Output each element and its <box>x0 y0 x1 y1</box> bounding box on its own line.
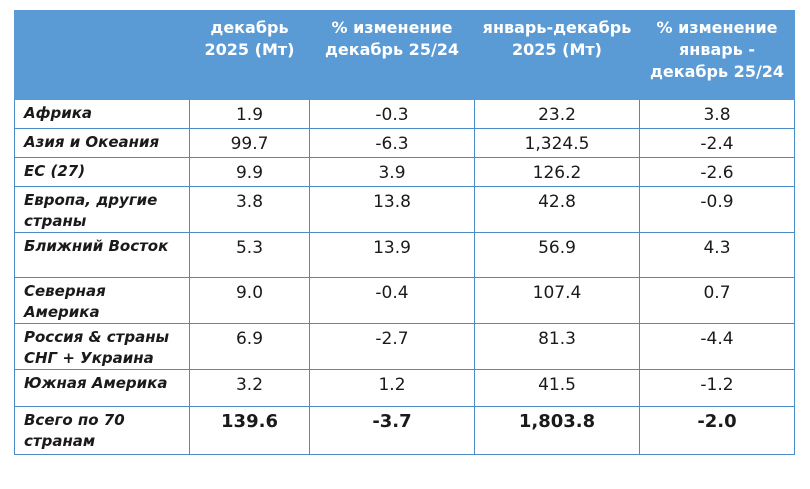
ytd-value: 126.2 <box>474 157 640 187</box>
header-december: декабрь 2025 (Мт) <box>189 10 310 100</box>
region-cell: Россия & страны СНГ + Украина <box>14 323 190 370</box>
region-cell: Северная Америка <box>14 277 190 324</box>
december-change: -0.3 <box>309 99 475 129</box>
ytd-change: -2.6 <box>639 157 795 187</box>
region-cell: Азия и Океания <box>14 128 190 158</box>
december-change: -2.7 <box>309 323 475 370</box>
table-row: Европа, другие страны 3.8 13.8 42.8 -0.9 <box>14 186 795 233</box>
december-change: 1.2 <box>309 369 475 407</box>
december-value: 3.2 <box>189 369 310 407</box>
table-row: Азия и Океания 99.7 -6.3 1,324.5 -2.4 <box>14 128 795 158</box>
header-december-change: % изменение декабрь 25/24 <box>309 10 475 100</box>
region-cell: Ближний Восток <box>14 232 190 278</box>
ytd-change: 4.3 <box>639 232 795 278</box>
table-row: Африка 1.9 -0.3 23.2 3.8 <box>14 99 795 129</box>
header-region <box>14 10 190 100</box>
ytd-change: -2.4 <box>639 128 795 158</box>
steel-production-table: декабрь 2025 (Мт) % изменение декабрь 25… <box>14 10 795 455</box>
ytd-value: 1,324.5 <box>474 128 640 158</box>
december-change: 3.9 <box>309 157 475 187</box>
table-row: ЕС (27) 9.9 3.9 126.2 -2.6 <box>14 157 795 187</box>
ytd-value: 42.8 <box>474 186 640 233</box>
december-value: 5.3 <box>189 232 310 278</box>
ytd-change: 3.8 <box>639 99 795 129</box>
header-jan-dec: январь-декабрь 2025 (Мт) <box>474 10 640 100</box>
header-row: декабрь 2025 (Мт) % изменение декабрь 25… <box>14 10 795 100</box>
header-jan-dec-change: % изменение январь - декабрь 25/24 <box>639 10 795 100</box>
december-value: 1.9 <box>189 99 310 129</box>
december-value: 3.8 <box>189 186 310 233</box>
region-cell: Европа, другие страны <box>14 186 190 233</box>
total-december-change: -3.7 <box>309 406 475 455</box>
december-change: 13.8 <box>309 186 475 233</box>
total-december-value: 139.6 <box>189 406 310 455</box>
region-cell: Африка <box>14 99 190 129</box>
region-cell: Южная Америка <box>14 369 190 407</box>
ytd-value: 41.5 <box>474 369 640 407</box>
ytd-change: -0.9 <box>639 186 795 233</box>
table-row: Россия & страны СНГ + Украина 6.9 -2.7 8… <box>14 323 795 370</box>
table-row: Южная Америка 3.2 1.2 41.5 -1.2 <box>14 369 795 407</box>
region-cell: ЕС (27) <box>14 157 190 187</box>
ytd-change: -1.2 <box>639 369 795 407</box>
december-change: 13.9 <box>309 232 475 278</box>
total-label: Всего по 70 странам <box>14 406 190 455</box>
ytd-change: 0.7 <box>639 277 795 324</box>
ytd-change: -4.4 <box>639 323 795 370</box>
total-row: Всего по 70 странам 139.6 -3.7 1,803.8 -… <box>14 406 795 455</box>
december-value: 9.9 <box>189 157 310 187</box>
ytd-value: 81.3 <box>474 323 640 370</box>
table-row: Ближний Восток 5.3 13.9 56.9 4.3 <box>14 232 795 278</box>
total-ytd-change: -2.0 <box>639 406 795 455</box>
december-change: -0.4 <box>309 277 475 324</box>
december-change: -6.3 <box>309 128 475 158</box>
december-value: 6.9 <box>189 323 310 370</box>
december-value: 9.0 <box>189 277 310 324</box>
table-row: Северная Америка 9.0 -0.4 107.4 0.7 <box>14 277 795 324</box>
ytd-value: 56.9 <box>474 232 640 278</box>
total-ytd-value: 1,803.8 <box>474 406 640 455</box>
ytd-value: 107.4 <box>474 277 640 324</box>
december-value: 99.7 <box>189 128 310 158</box>
ytd-value: 23.2 <box>474 99 640 129</box>
